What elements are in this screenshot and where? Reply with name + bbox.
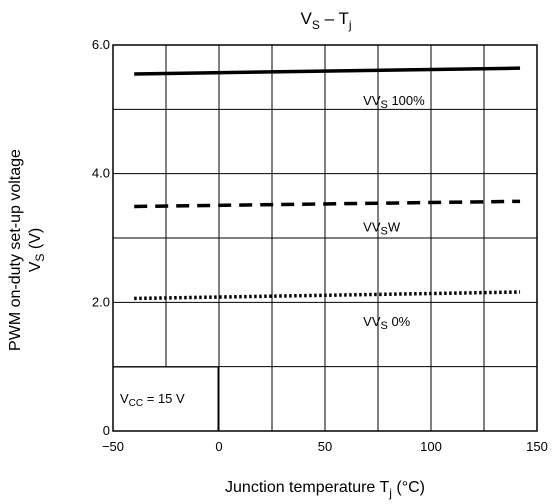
y-axis-label: PWM on-duty set-up voltage VS (V): [7, 149, 47, 351]
series-label: VVSW: [363, 220, 401, 238]
x-axis-label: Junction temperature Tj (°C): [225, 479, 425, 500]
y-tick-label: 6.0: [92, 37, 110, 52]
y-tick-label: 0: [103, 423, 110, 438]
series-line-solid: [134, 66, 521, 76]
series-line-dotted: [134, 290, 521, 301]
chart-title: VS – Tj: [300, 9, 351, 32]
series: [134, 66, 521, 301]
series-label: VVS 100%: [363, 93, 425, 111]
vcc-annotation-text: VCC = 15 V: [120, 391, 185, 409]
plot-frame: [112, 44, 538, 432]
y-tick-label: 2.0: [92, 294, 110, 309]
y-axis-label-line1: PWM on-duty set-up voltage: [7, 149, 24, 351]
y-tick-label: 4.0: [92, 166, 110, 181]
grid: [113, 45, 537, 431]
x-tick-label: −50: [102, 439, 124, 454]
vcc-annotation: VCC = 15 V: [112, 366, 219, 432]
x-tick-label: 0: [215, 439, 222, 454]
series-line-dashed: [134, 199, 521, 209]
series-label: VVS 0%: [363, 314, 411, 332]
series-labels: VVS 100% VVSW VVS 0%: [363, 93, 425, 332]
x-tick-label: 150: [526, 439, 548, 454]
x-tick-label: 100: [420, 439, 442, 454]
y-axis-label-line2: VS (V): [27, 228, 47, 272]
vcc-annotation-box: [112, 366, 219, 432]
x-tick-label: 50: [318, 439, 332, 454]
